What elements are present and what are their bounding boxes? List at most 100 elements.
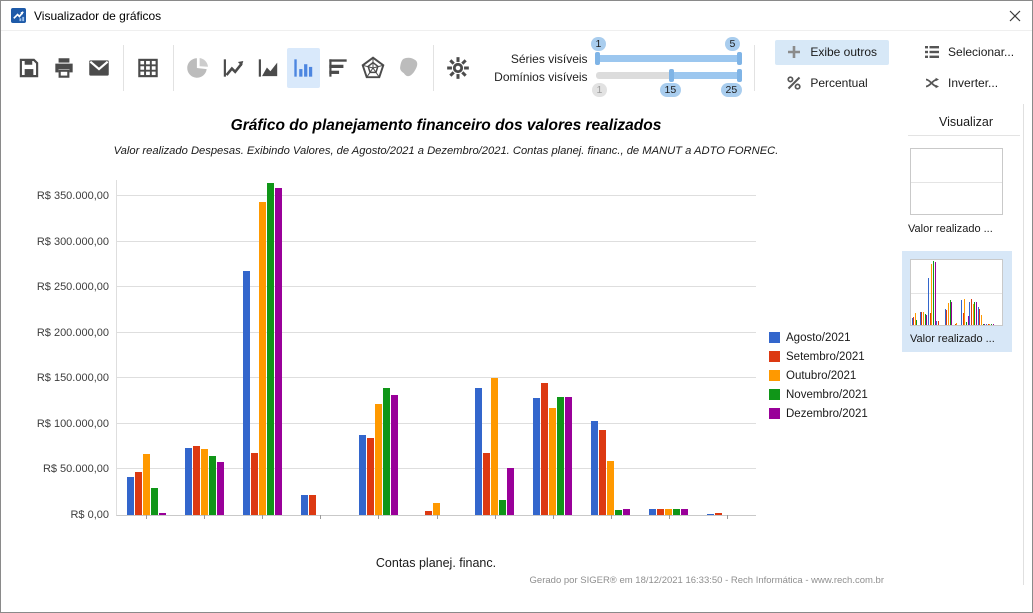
table-icon	[138, 58, 159, 77]
bar	[615, 510, 623, 515]
thumbnail-bar	[974, 302, 976, 325]
titlebar: Visualizador de gráficos	[1, 1, 1032, 31]
domains-slider-fill	[670, 71, 741, 79]
bar-chart-button[interactable]	[286, 47, 320, 88]
thumbnail-label: Valor realizado ...	[908, 223, 993, 235]
visualize-panel: Visualizar Valor realizado ... Valor rea…	[900, 104, 1032, 585]
bar-group	[466, 180, 524, 515]
legend-item: Novembro/2021	[769, 385, 899, 404]
map-icon	[400, 57, 418, 76]
map-button[interactable]	[392, 48, 425, 88]
y-tick-label: R$ 350.000,00	[36, 190, 109, 203]
shuffle-icon	[925, 77, 940, 89]
bar	[424, 511, 432, 515]
gridline	[117, 331, 756, 333]
thumbnail-bar-group	[911, 260, 919, 325]
thumbnail-bar	[946, 310, 947, 325]
app-icon	[11, 8, 26, 23]
legend-label: Dezembro/2021	[786, 407, 868, 420]
domains-slider-handle-min[interactable]	[669, 68, 675, 82]
selecionar-button[interactable]: Selecionar...	[913, 40, 1026, 65]
radar-chart-button[interactable]	[357, 48, 390, 88]
x-tick	[262, 515, 264, 519]
x-tick	[726, 515, 728, 519]
exibe-outros-button[interactable]: Exibe outros	[775, 39, 890, 65]
thumbnail-bar-group	[961, 260, 969, 325]
save-button[interactable]	[12, 48, 45, 88]
bar	[274, 188, 282, 515]
domains-slider[interactable]	[595, 68, 742, 82]
bar	[665, 508, 673, 515]
domains-slider-start-value: 1	[591, 82, 608, 97]
gridline	[117, 422, 756, 424]
thumbnail-bar	[913, 316, 914, 325]
legend-item: Dezembro/2021	[769, 404, 899, 423]
bar	[308, 495, 316, 515]
bar	[499, 499, 507, 515]
print-button[interactable]	[47, 48, 80, 88]
domains-slider-handle-max[interactable]	[736, 68, 742, 82]
bar	[266, 182, 274, 515]
series-slider-handle-max[interactable]	[736, 51, 742, 65]
visibility-sliders: Séries visíveis Domínios visíveis 1 5 1 …	[488, 36, 743, 97]
series-slider-handle-min[interactable]	[594, 51, 600, 65]
chart-thumbnail-empty[interactable]	[910, 148, 1003, 215]
y-tick-label: R$ 300.000,00	[36, 235, 109, 248]
series-slider-label: Séries visíveis	[510, 51, 588, 66]
bar	[258, 201, 266, 515]
thumbnail-bar-group	[994, 260, 1002, 325]
toolbar-separator	[172, 44, 174, 91]
percentual-button[interactable]: Percentual	[775, 71, 889, 96]
thumbnail-bar	[987, 323, 989, 325]
window-title: Visualizador de gráficos	[34, 8, 162, 23]
selecionar-label: Selecionar...	[948, 45, 1015, 59]
thumbnail-bar	[969, 302, 971, 325]
thumbnail-bar	[992, 323, 994, 325]
thumbnail-bar-group	[928, 260, 936, 325]
bar	[607, 460, 615, 515]
visualize-panel-title: Visualizar	[939, 115, 993, 129]
close-button[interactable]	[998, 1, 1032, 30]
thumbnail-bar	[936, 321, 937, 325]
thumbnail-bar	[967, 315, 969, 325]
thumbnail-bar	[971, 299, 972, 325]
series-slider[interactable]	[594, 51, 742, 65]
bar-group	[349, 180, 407, 515]
email-button[interactable]	[82, 48, 115, 88]
y-tick-label: R$ 100.000,00	[36, 417, 109, 430]
area-chart-button[interactable]	[252, 48, 285, 88]
line-chart-icon	[223, 58, 244, 77]
x-tick	[320, 515, 322, 519]
thumbnail-bar	[929, 313, 931, 325]
chart-thumbnail-selected[interactable]: Valor realizado ...	[902, 251, 1012, 352]
bar	[184, 448, 192, 515]
pie-chart-button[interactable]	[182, 48, 215, 88]
thumbnail-bar	[982, 324, 984, 325]
thumbnail-gridline	[911, 181, 1002, 183]
gridline	[117, 240, 756, 242]
thumbnail-bar-group	[919, 260, 928, 325]
inverter-button[interactable]: Inverter...	[913, 71, 1026, 96]
hbar-chart-button[interactable]	[322, 48, 355, 88]
thumbnail-bar	[980, 314, 982, 325]
legend-swatch	[769, 408, 780, 419]
hbar-chart-icon	[329, 58, 347, 77]
toolbar-separator	[123, 44, 124, 91]
settings-button[interactable]	[442, 48, 475, 88]
area-chart-icon	[258, 58, 278, 77]
bar	[134, 472, 142, 515]
x-tick	[378, 515, 380, 519]
thumbnail-bar	[926, 314, 928, 325]
pie-chart-icon	[187, 57, 209, 78]
thumbnail-bar-group	[969, 260, 977, 325]
bar-group	[175, 180, 233, 515]
thumbnail-bar	[928, 277, 929, 325]
table-view-button[interactable]	[132, 48, 165, 88]
thumbnail-bar	[977, 306, 979, 325]
print-icon	[54, 57, 73, 78]
bar	[657, 508, 665, 515]
bar	[158, 513, 166, 515]
settings-icon	[447, 56, 469, 79]
line-chart-button[interactable]	[217, 48, 250, 88]
